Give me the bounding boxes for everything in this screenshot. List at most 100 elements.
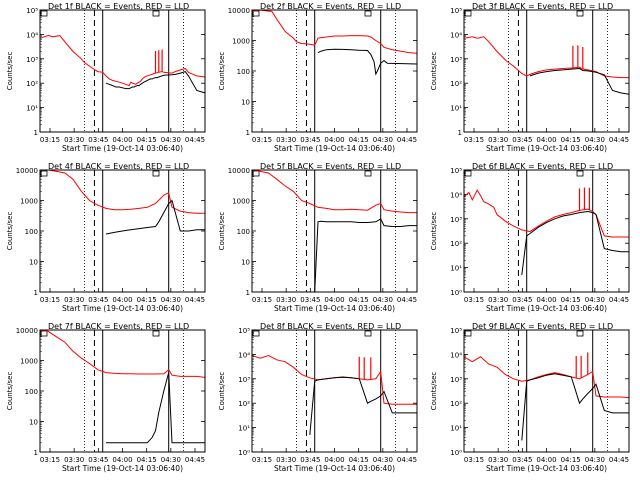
y-tick-label: 10³ [450,216,462,224]
legend-box [152,330,160,337]
y-tick-label: 10 [241,99,250,107]
x-tick-label: 03:15 [464,296,484,304]
y-tick-label: 100 [25,228,38,236]
x-tick-label: 03:45 [512,136,532,144]
x-tick-label: 03:15 [252,456,272,464]
y-axis-label: Counts/sec [6,212,14,251]
y-tick-label: 10 [241,259,250,267]
plot-frame [463,169,630,293]
events-series-line [309,376,417,435]
y-tick-label: 10000 [16,167,38,175]
x-tick-label: 04:30 [373,296,393,304]
lld-series-line [251,169,417,214]
y-tick-label: 1000 [232,198,250,206]
events-series-line [521,210,629,275]
plot-frame-top [463,9,630,133]
events-series-line [314,218,417,293]
x-tick-label: 03:45 [88,136,108,144]
legend-box [40,10,48,17]
y-tick-label: 10000 [16,327,38,335]
events-series-line [521,373,629,441]
lld-series-line [251,354,417,405]
x-tick-label: 04:00 [324,136,344,144]
x-tick-label: 04:00 [112,296,132,304]
legend-box [152,170,160,177]
events-series-line [106,372,205,444]
lld-series-line [463,36,629,79]
y-tick-label: 10¹ [450,425,462,433]
x-tick-label: 03:30 [488,456,508,464]
x-tick-label: 03:15 [464,136,484,144]
x-tick-label: 04:15 [137,136,157,144]
x-tick-label: 04:00 [324,456,344,464]
x-tick-label: 03:45 [88,296,108,304]
y-tick-label: 1 [34,449,38,457]
y-tick-label: 10⁴ [238,351,250,359]
x-tick-label: 03:30 [276,296,296,304]
panel-title: Det 4f BLACK = Events, RED = LLD [48,162,189,171]
y-tick-label: 100 [25,388,38,396]
y-tick-label: 10⁵ [450,167,462,175]
x-tick-label: 04:30 [161,296,181,304]
lld-series-line [39,329,206,378]
legend-box [40,170,48,177]
lld-series-line [463,356,630,399]
y-axis-label: Counts/sec [6,52,14,91]
y-tick-label: 100 [237,228,250,236]
y-tick-label: 1 [246,129,250,137]
y-tick-label: 10² [238,400,250,408]
legend-box [576,170,584,177]
y-tick-label: 10⁴ [450,351,462,359]
y-tick-label: 10² [450,400,462,408]
panel-2: Det 2f BLACK = Events, RED = LLD 1 10 100 10… [218,2,418,153]
panel-1: Det 1f BLACK = Events, RED = LLD 1 10¹ 10² 1… [6,2,206,153]
x-tick-label: 03:45 [88,456,108,464]
panel-5: Det 5f BLACK = Events, RED = LLD 1 10 100 10… [218,162,418,313]
events-series-line [105,71,206,94]
lld-series-line [463,189,629,238]
panel-title: Det 3f BLACK = Events, RED = LLD [472,2,613,11]
x-tick-label: 03:45 [300,136,320,144]
x-tick-label: 03:30 [276,136,296,144]
events-series-line [317,48,418,76]
x-tick-label: 04:00 [112,136,132,144]
x-tick-label: 03:15 [252,296,272,304]
x-tick-label: 04:15 [561,456,581,464]
y-tick-label: 10000 [228,167,250,175]
plot-frame [251,329,418,453]
x-tick-label: 04:30 [585,456,605,464]
y-tick-label: 10² [26,80,38,88]
x-tick-label: 04:30 [161,456,181,464]
panel-4: Det 4f BLACK = Events, RED = LLD 1 10 100 10… [6,162,206,313]
legend-box [576,330,584,337]
legend-box [464,330,472,337]
legend-box [364,10,372,17]
x-axis-label: Start Time (19-Oct-14 03:06:40) [486,144,607,153]
y-tick-label: 10⁵ [26,7,38,15]
plot-frame [251,9,418,133]
x-tick-label: 04:45 [609,456,629,464]
y-tick-label: 1000 [232,38,250,46]
legend-box [364,330,372,337]
x-tick-label: 04:45 [185,136,205,144]
y-tick-label: 100 [237,68,250,76]
plot-frame-top [39,169,206,293]
y-tick-label: 10⁰ [450,289,462,297]
y-tick-label: 1 [34,289,38,297]
x-tick-label: 04:15 [561,136,581,144]
y-axis-label: Counts/sec [218,372,226,411]
panel-title: Det 2f BLACK = Events, RED = LLD [260,2,401,11]
x-tick-label: 03:30 [488,296,508,304]
x-axis-label: Start Time (19-Oct-14 03:06:40) [486,464,607,473]
legend-box [576,10,584,17]
y-tick-label: 10⁵ [450,7,462,15]
plot-frame-top [39,9,206,133]
y-tick-label: 10³ [450,56,462,64]
x-tick-label: 04:30 [585,296,605,304]
x-tick-label: 04:00 [324,296,344,304]
x-tick-label: 03:30 [64,296,84,304]
y-tick-label: 10² [450,80,462,88]
x-tick-label: 04:45 [397,296,417,304]
y-axis-label: Counts/sec [430,212,438,251]
